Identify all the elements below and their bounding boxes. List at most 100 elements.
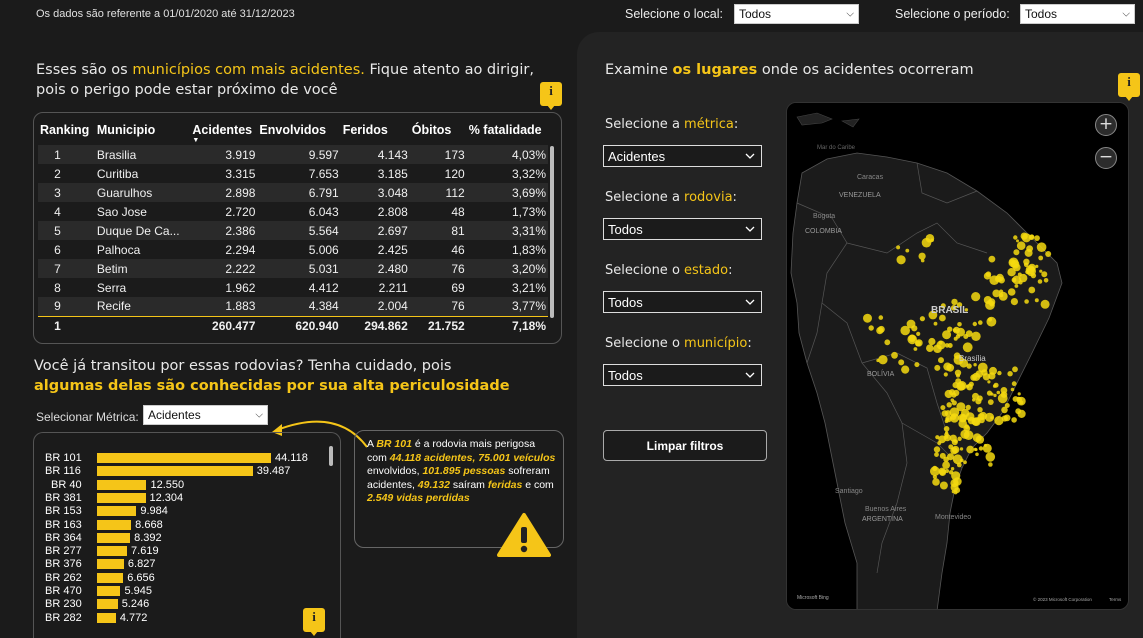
accident-dot[interactable] [984,412,995,422]
accident-dot[interactable] [943,456,949,463]
accident-dot[interactable] [950,467,955,471]
accident-dot[interactable] [947,453,954,461]
accident-dot[interactable] [1000,391,1008,398]
accident-dot[interactable] [900,325,910,336]
bar-row[interactable]: BR 376 6.827 [45,558,155,570]
accident-dot[interactable] [972,398,976,402]
bar-row[interactable]: BR 40 12.550 [45,479,184,491]
accident-dot[interactable] [977,407,983,413]
accident-dot[interactable] [932,474,937,480]
accident-dot[interactable] [973,363,977,367]
bar[interactable] [97,519,132,530]
accident-dot[interactable] [983,296,992,304]
accident-dot[interactable] [1041,271,1048,278]
chart-scrollbar[interactable] [329,446,333,466]
accident-dot[interactable] [953,389,960,397]
bar-row[interactable]: BR 153 9.984 [45,505,168,517]
accident-dot[interactable] [952,328,957,333]
accident-dot[interactable] [979,417,985,424]
accident-dot[interactable] [981,369,988,376]
bar-row[interactable]: BR 262 6.656 [45,572,155,584]
bar-row[interactable]: BR 163 8.668 [45,519,163,531]
accident-dot[interactable] [953,477,962,486]
bar[interactable] [97,506,137,517]
accident-dot[interactable] [951,298,958,306]
accident-dot[interactable] [956,402,966,412]
col-municipio[interactable]: Municipio [96,123,156,137]
accident-dot[interactable] [942,461,950,469]
accident-dot[interactable] [951,445,960,454]
accident-dot[interactable] [891,351,898,359]
accident-dot[interactable] [1025,265,1035,275]
accident-dot[interactable] [918,252,926,260]
accident-dot[interactable] [928,310,938,320]
accident-dot[interactable] [919,316,925,322]
accident-dot[interactable] [983,272,991,280]
accident-dot[interactable] [964,308,969,312]
accident-dot[interactable] [970,374,977,381]
bar-row[interactable]: BR 277 7.619 [45,545,159,557]
accident-dot[interactable] [994,416,1004,426]
accident-dot[interactable] [998,291,1008,301]
zoom-out-button[interactable]: − [1095,147,1117,169]
local-select[interactable]: Todos ⌵ [734,4,859,24]
bar[interactable] [97,479,147,490]
accident-dot[interactable] [1011,277,1017,283]
accident-dot[interactable] [977,395,983,402]
accident-dot[interactable] [950,305,957,311]
accident-dot[interactable] [944,343,950,348]
accident-dot[interactable] [1001,406,1008,414]
accident-dot[interactable] [939,469,947,476]
bar[interactable] [97,466,253,477]
accident-dot[interactable] [933,321,938,326]
accident-dot[interactable] [956,302,963,308]
accident-dot[interactable] [863,313,872,323]
accident-dot[interactable] [959,447,964,451]
accident-dot[interactable] [933,446,941,453]
accident-dot[interactable] [928,337,936,346]
filter-select[interactable]: Todos [603,218,762,240]
bar-row[interactable]: BR 116 39.487 [45,465,290,477]
accident-dot[interactable] [1010,298,1018,306]
accident-dot[interactable] [987,399,994,405]
accident-dot[interactable] [942,330,952,340]
info-icon[interactable]: i [1118,73,1140,101]
accident-dot[interactable] [960,429,970,439]
accident-dot[interactable] [901,365,910,374]
accident-dot[interactable] [1017,392,1021,396]
accident-dot[interactable] [996,273,1004,282]
col-ranking[interactable]: Ranking [40,123,90,137]
accident-dot[interactable] [1045,251,1052,257]
accident-dot[interactable] [1016,239,1019,243]
accident-dot[interactable] [1020,232,1028,240]
accident-dot[interactable] [1007,371,1013,377]
accident-dot[interactable] [925,234,935,243]
accident-dot[interactable] [962,342,973,353]
accident-dot[interactable] [896,245,901,250]
accident-dot[interactable] [907,334,917,345]
accident-dot[interactable] [943,372,948,377]
zoom-in-button[interactable]: + [1095,114,1117,136]
accident-dot[interactable] [951,400,957,406]
accident-dot[interactable] [949,413,960,423]
accident-dot[interactable] [1024,248,1033,257]
accident-dot[interactable] [905,248,910,253]
accident-dot[interactable] [943,362,952,371]
accident-dot[interactable] [973,447,977,451]
accident-dot[interactable] [957,436,962,441]
accident-dot[interactable] [1013,235,1018,240]
accident-dot[interactable] [1010,387,1015,392]
bar-row[interactable]: BR 364 8.392 [45,532,162,544]
accident-dot[interactable] [1037,279,1043,284]
accident-dot[interactable] [898,359,905,366]
accident-dot[interactable] [955,334,961,339]
accident-dot[interactable] [940,405,946,411]
accident-dot[interactable] [1013,263,1021,272]
bar[interactable] [97,612,116,623]
accident-dot[interactable] [954,439,958,443]
accident-dot[interactable] [972,433,982,443]
accident-dot[interactable] [1016,396,1021,401]
accident-dot[interactable] [966,384,970,388]
accident-dot[interactable] [1019,273,1028,283]
accident-dot[interactable] [978,320,983,325]
